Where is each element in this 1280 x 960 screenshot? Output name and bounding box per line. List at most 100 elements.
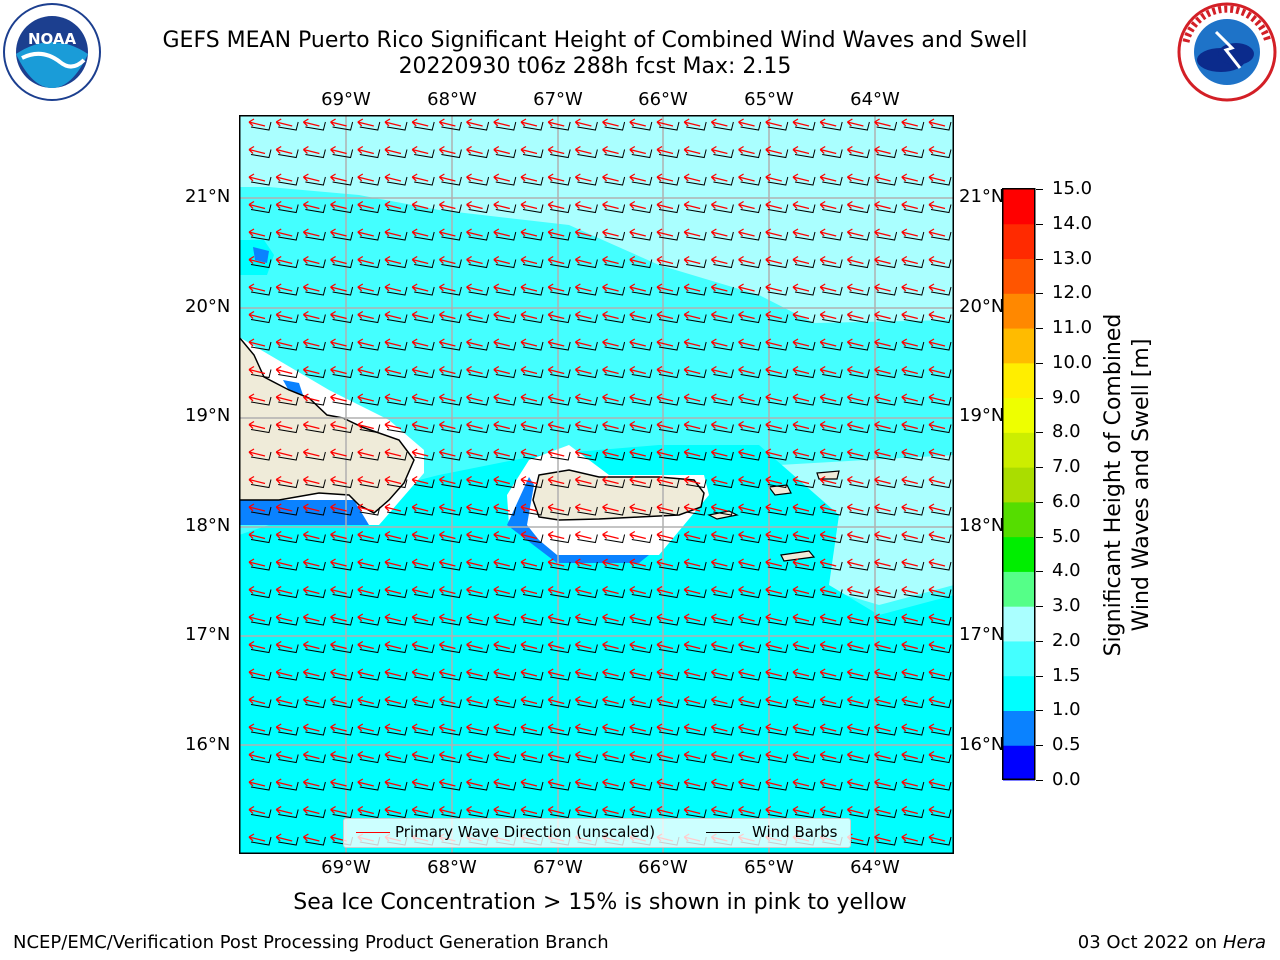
wind-barb	[414, 671, 435, 681]
wind-barb	[522, 479, 544, 489]
wind-barb	[468, 231, 490, 241]
land-virgin-islands-east	[816, 470, 840, 480]
wave-direction-arrow	[874, 613, 891, 622]
wave-direction-arrow	[901, 558, 918, 567]
wave-direction-arrow	[520, 558, 538, 567]
wave-direction-arrow	[248, 778, 266, 787]
wind-barb	[631, 589, 653, 599]
wave-direction-arrow	[928, 723, 946, 732]
wind-barb	[930, 424, 952, 434]
wave-direction-arrow	[547, 640, 565, 650]
land-hispaniola	[239, 335, 415, 514]
wave-direction-arrow	[466, 558, 483, 567]
wind-barb	[822, 451, 843, 461]
wind-barb	[250, 341, 272, 351]
wind-barb	[767, 781, 789, 791]
wind-barb	[930, 149, 952, 159]
lat-label-left-17n: 17°N	[185, 624, 231, 645]
wind-barb	[414, 754, 435, 764]
wave-direction-arrow	[520, 750, 538, 760]
wind-barb	[577, 286, 598, 296]
wave-direction-arrow	[384, 393, 402, 402]
wind-barb	[822, 149, 843, 159]
wave-direction-arrow	[656, 475, 674, 485]
wind-barb	[794, 341, 816, 351]
wave-direction-arrow	[656, 420, 674, 430]
wave-direction-arrow	[574, 723, 592, 732]
lon-label-top-67w: 67°W	[533, 89, 583, 110]
wave-direction-arrow	[302, 228, 320, 237]
wind-barb	[903, 369, 925, 379]
colorbar-bin	[1003, 745, 1035, 781]
wind-barb	[577, 314, 598, 324]
wave-direction-arrow	[629, 778, 646, 787]
wind-barb	[495, 121, 517, 131]
wind-barb	[713, 231, 734, 241]
wind-barb	[332, 176, 354, 186]
colorbar-tick	[1036, 675, 1043, 677]
wave-direction-arrow	[547, 805, 565, 815]
wind-barb	[604, 754, 626, 764]
wave-direction-arrow	[792, 365, 810, 375]
wind-barb	[250, 836, 272, 846]
wave-direction-arrow	[792, 475, 810, 485]
wind-barb	[278, 836, 299, 846]
wind-barb	[767, 506, 789, 516]
wave-direction-arrow	[411, 118, 429, 127]
wind-barb	[250, 506, 272, 516]
wind-barb	[522, 314, 544, 324]
wind-barb	[876, 314, 898, 324]
wave-direction-arrow	[547, 613, 565, 622]
wave-direction-arrow	[629, 173, 646, 182]
wind-barb	[250, 451, 272, 461]
wave-direction-arrow	[602, 750, 619, 760]
wind-barb	[332, 259, 354, 269]
wave-direction-arrow	[411, 393, 429, 402]
wave-direction-arrow	[411, 448, 429, 457]
wave-direction-arrow	[302, 750, 320, 760]
wave-direction-arrow	[466, 723, 483, 732]
wind-barb	[876, 396, 898, 406]
wind-barb	[468, 479, 490, 489]
wave-direction-arrow	[493, 228, 510, 237]
wave-direction-arrow	[466, 805, 483, 815]
wave-direction-arrow	[656, 585, 674, 595]
wave-direction-arrow	[411, 283, 429, 292]
wave-direction-arrow	[520, 365, 538, 375]
wind-barb	[332, 726, 354, 736]
wave-direction-arrow	[765, 695, 782, 705]
wind-barb	[495, 616, 517, 626]
wind-barb	[740, 479, 762, 489]
sea-field-high	[239, 115, 954, 323]
wind-barb	[930, 451, 952, 461]
wave-direction-arrow	[629, 805, 646, 815]
wave-direction-arrow	[520, 310, 538, 320]
wind-barb	[414, 204, 435, 214]
wave-direction-arrow	[629, 365, 646, 375]
wave-direction-arrow	[683, 585, 701, 595]
wave-direction-arrow	[520, 640, 538, 650]
wind-barb	[577, 506, 598, 516]
wind-barb	[522, 561, 544, 571]
wind-barb	[577, 809, 598, 819]
wind-barb	[604, 314, 626, 324]
wave-direction-arrow	[874, 283, 891, 292]
wind-barb	[740, 451, 762, 461]
wind-barb	[386, 231, 408, 241]
wind-barb	[522, 726, 544, 736]
lon-label-bottom-66w: 66°W	[638, 857, 688, 878]
wind-barb	[876, 644, 898, 654]
wind-barb	[740, 781, 762, 791]
wind-barb	[468, 424, 490, 434]
wind-barb	[658, 534, 680, 544]
wave-direction-arrow	[302, 805, 320, 815]
colorbar-tick-label: 6.0	[1052, 490, 1081, 512]
wave-direction-arrow	[520, 805, 538, 815]
wave-direction-arrow	[275, 695, 293, 705]
wind-barb	[794, 314, 816, 324]
colorbar-tick	[1036, 640, 1043, 642]
wave-direction-arrow	[275, 310, 293, 320]
wind-barb	[876, 561, 898, 571]
wind-barb	[876, 369, 898, 379]
wind-barb	[686, 176, 707, 186]
